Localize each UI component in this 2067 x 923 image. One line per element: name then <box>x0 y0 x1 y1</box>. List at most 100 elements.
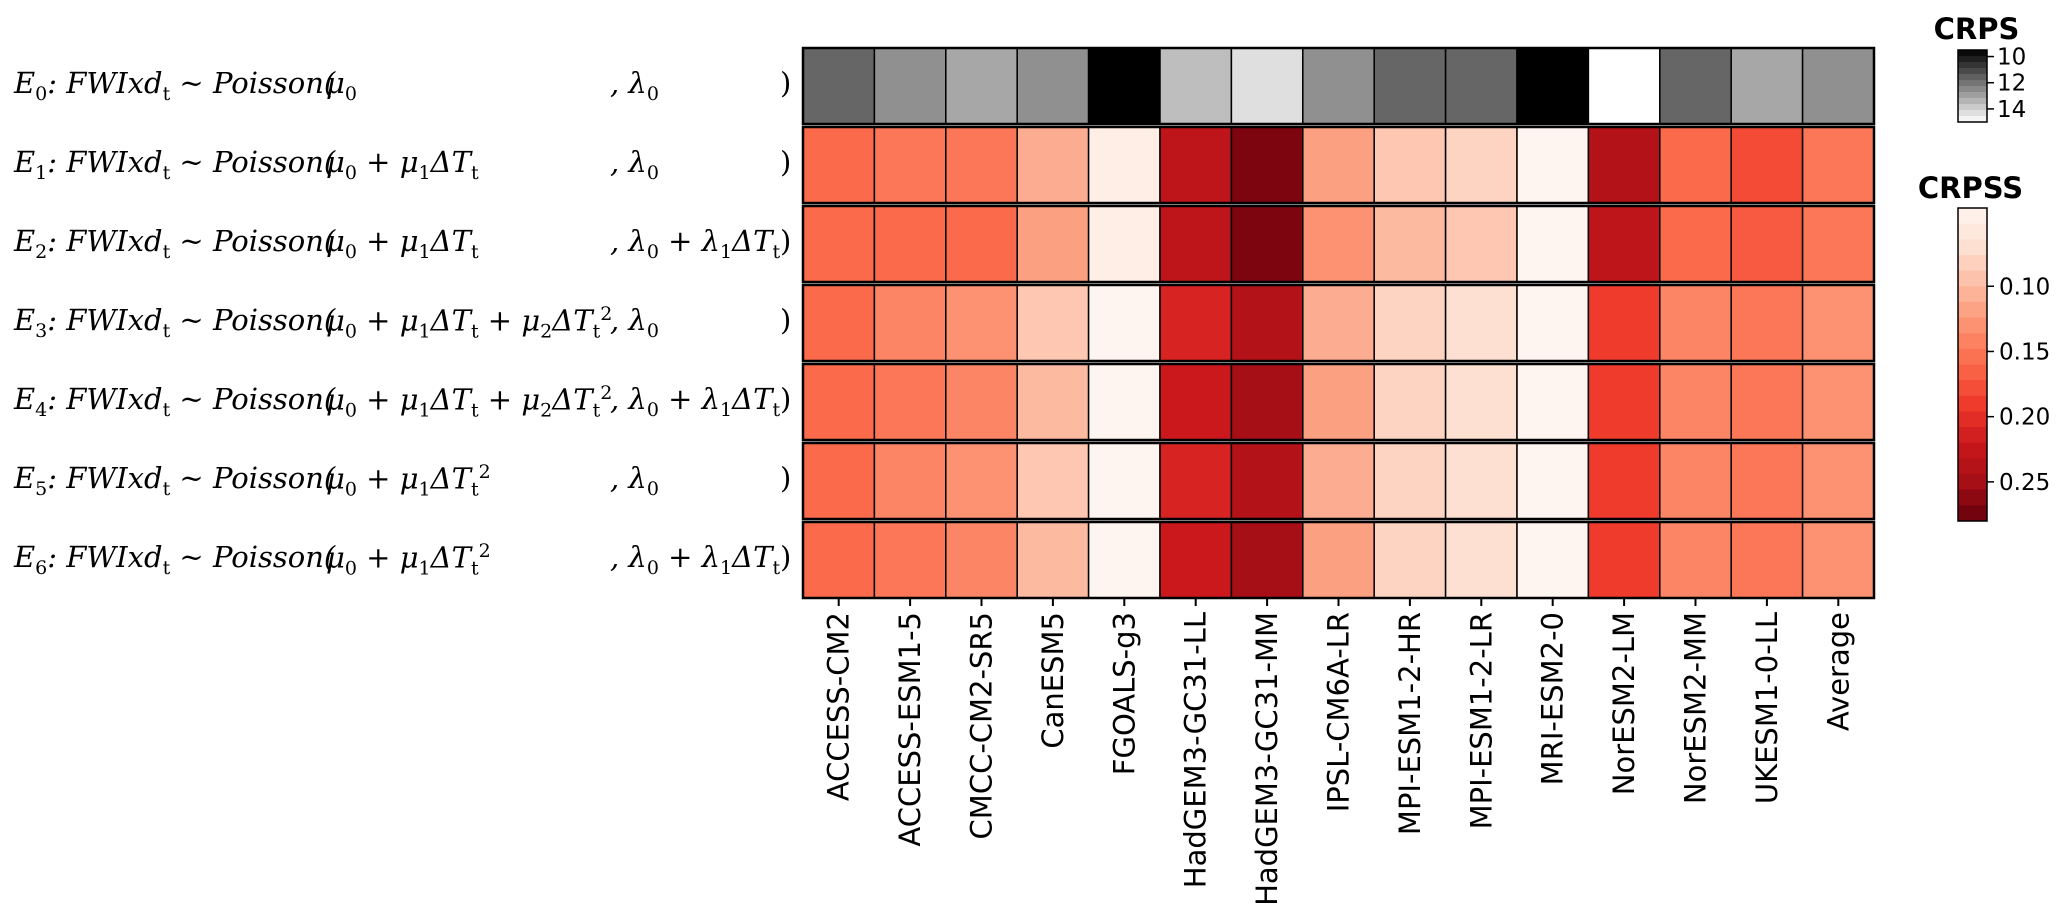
row-label-mu: μ0 <box>326 66 357 105</box>
crpss-cell <box>1587 363 1661 441</box>
row-label-lambda: , λ0 + λ1ΔTt <box>610 382 781 421</box>
crpss-cell <box>873 521 947 599</box>
x-tick-label: HadGEM3-GC31-LL <box>1179 612 1213 888</box>
crpss-cell <box>1302 363 1375 441</box>
crps-colorbar-step <box>1958 56 1987 63</box>
crpss-cell <box>1444 521 1518 599</box>
x-tick-label: ACCESS-CM2 <box>822 612 856 801</box>
crpss-cell <box>1159 126 1233 204</box>
crpss-cell <box>1659 126 1732 204</box>
crpss-cell <box>802 521 876 599</box>
crps-colorbar-step <box>1958 62 1987 69</box>
crpss-colorbar-step <box>1958 364 1987 381</box>
row-label-lambda: , λ0 <box>610 303 659 342</box>
crpss-cell <box>1444 442 1518 520</box>
row-label-lhs: E1: FWIxdt ~ Poisson( <box>14 145 336 184</box>
crpss-cell <box>1230 442 1304 520</box>
crpss-cell <box>1730 284 1804 362</box>
crps-colorbar-step <box>1958 98 1987 105</box>
crpss-cell <box>802 205 876 283</box>
crps-colorbar-step <box>1958 74 1987 81</box>
crpss-cell <box>1016 284 1090 362</box>
crpss-cell <box>1444 126 1518 204</box>
row-label-mu: μ0 + μ1ΔTt + μ2ΔTt2 <box>326 382 613 422</box>
crps-cell <box>1302 47 1375 125</box>
crpss-cell <box>945 126 1018 204</box>
crpss-cell <box>945 442 1018 520</box>
crpss-cell <box>1587 205 1661 283</box>
row-label-lambda: , λ0 + λ1ΔTt <box>610 224 781 263</box>
crpss-colorbar: CRPSS 0.10 0.15 0.20 0.25 <box>1918 171 2050 522</box>
crpss-colorbar-step <box>1958 395 1987 412</box>
crpss-cell <box>1159 284 1233 362</box>
row-label-lhs: E6: FWIxdt ~ Poisson( <box>14 540 336 579</box>
crps-colorbar-step <box>1958 86 1987 93</box>
crps-colorbar-step <box>1958 80 1987 87</box>
crpss-cell <box>1373 126 1447 204</box>
crpss-cell <box>1016 363 1090 441</box>
crpss-colorbar-step <box>1958 208 1987 225</box>
x-tick-label: NorESM2-MM <box>1679 612 1713 804</box>
crpss-colorbar-step <box>1958 254 1987 272</box>
crpss-cell <box>1587 442 1661 520</box>
crpss-row-frame <box>801 362 1876 442</box>
row-label-e0: E0: FWIxdt ~ Poisson(μ0 , λ0) <box>14 66 794 126</box>
crpss-cell <box>1801 442 1875 520</box>
crpss-row-frame <box>801 283 1876 363</box>
crps-cell <box>1516 47 1590 125</box>
crps-colorbar-step <box>1958 50 1987 57</box>
crpss-cell <box>1444 205 1518 283</box>
row-label-lhs: E5: FWIxdt ~ Poisson( <box>14 461 336 500</box>
crps-row-frame <box>801 46 1876 126</box>
row-label-e6: E6: FWIxdt ~ Poisson(μ0 + μ1ΔTt2 , λ0 + λ… <box>14 540 794 600</box>
row-label-mu: μ0 + μ1ΔTt <box>326 145 479 184</box>
x-tick-label: MRI-ESM2-0 <box>1536 612 1570 785</box>
crps-colorbar-tick-label: 14 <box>1997 97 2026 123</box>
crps-cell <box>1730 47 1804 125</box>
row-label-lhs: E4: FWIxdt ~ Poisson( <box>14 382 336 421</box>
x-tick-label: Average <box>1821 612 1855 731</box>
crpss-colorbar-tick-label: 0.15 <box>1999 339 2050 365</box>
row-label-e4: E4: FWIxdt ~ Poisson(μ0 + μ1ΔTt + μ2ΔTt2… <box>14 382 794 442</box>
crpss-cell <box>873 442 947 520</box>
crpss-cell <box>1230 521 1304 599</box>
crpss-cell <box>1801 205 1875 283</box>
crpss-cell <box>1302 521 1375 599</box>
crpss-cell <box>1659 284 1732 362</box>
crpss-cell <box>1087 363 1161 441</box>
crpss-cell <box>1087 126 1161 204</box>
crpss-cell <box>1087 284 1161 362</box>
crpss-cell <box>1516 205 1590 283</box>
crps-cell <box>1801 47 1875 125</box>
crpss-cell <box>873 363 947 441</box>
crpss-cell <box>945 284 1018 362</box>
x-tick-label: NorESM2-LM <box>1607 612 1641 795</box>
crpss-row-frame <box>801 125 1876 205</box>
row-label-lhs: E2: FWIxdt ~ Poisson( <box>14 224 336 263</box>
crpss-cell <box>1516 363 1590 441</box>
row-label-close-paren: ) <box>780 145 792 179</box>
crpss-cell <box>1016 205 1090 283</box>
crpss-cell <box>1801 363 1875 441</box>
crpss-cell <box>873 126 947 204</box>
crps-cell <box>1016 47 1090 125</box>
crpss-colorbar-step <box>1958 458 1987 475</box>
crpss-colorbar-step <box>1958 505 1987 522</box>
crpss-cell <box>945 363 1018 441</box>
crpss-cell <box>1587 126 1661 204</box>
crpss-cell <box>1302 126 1375 204</box>
crpss-colorbar-step <box>1958 301 1987 319</box>
crps-colorbar-step <box>1958 92 1987 99</box>
row-label-close-paren: ) <box>780 461 792 495</box>
crps-colorbar-frame <box>1957 49 1988 123</box>
crpss-cell <box>1302 442 1375 520</box>
crps-colorbar-step <box>1958 104 1987 111</box>
crpss-cell <box>1659 363 1732 441</box>
crpss-colorbar-step <box>1958 474 1987 491</box>
crpss-cell <box>1159 442 1233 520</box>
crpss-colorbar-title: CRPSS <box>1918 171 2023 205</box>
crpss-colorbar-step <box>1958 270 1987 287</box>
crpss-colorbar-step <box>1958 223 1987 240</box>
crpss-cell <box>1016 126 1090 204</box>
